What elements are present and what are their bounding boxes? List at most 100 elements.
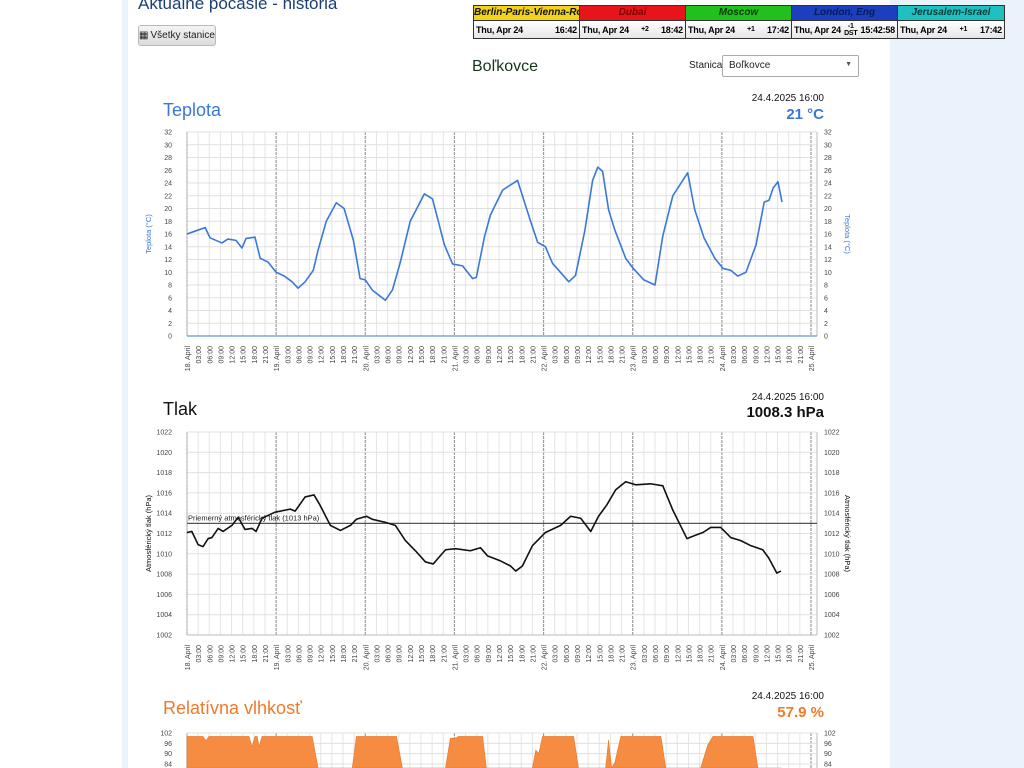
y-tick-label-right: 1018 — [824, 470, 840, 477]
y-tick-label-left: 20 — [164, 206, 172, 213]
x-tick-label: 09:00 — [664, 645, 671, 663]
clock-date: Thu, Apr 24 — [688, 24, 735, 35]
x-tick-label: 09:00 — [664, 346, 671, 364]
clock-date: Thu, Apr 24 — [794, 24, 841, 35]
y-tick-label-left: 1018 — [156, 470, 172, 477]
x-tick-label: 18. April — [185, 346, 192, 372]
y-tick-label-left: 102 — [160, 731, 172, 738]
x-tick-label: 21:00 — [352, 645, 359, 663]
y-tick-label-left: 1004 — [156, 612, 172, 619]
clock-1: Dubai Thu, Apr 24 +2 18:42 — [580, 6, 686, 38]
x-tick-label: 18:00 — [519, 346, 526, 364]
y-tick-label-right: 10 — [824, 270, 832, 277]
y-tick-label-right: 1010 — [824, 551, 840, 558]
table-icon: ▦ — [139, 30, 149, 41]
humidity-title: Relatívna vlhkosť — [163, 698, 302, 718]
station-select-value: Boľkovce — [729, 60, 771, 71]
clock-offset: -1 — [847, 22, 854, 30]
y-tick-label-left: 6 — [168, 295, 172, 302]
x-tick-label: 06:00 — [207, 645, 214, 663]
y-tick-label-right: 1008 — [824, 572, 840, 579]
y-tick-label-left: 90 — [164, 751, 172, 758]
x-tick-label: 15:00 — [419, 346, 426, 364]
x-tick-label: 24. April — [720, 346, 727, 372]
x-tick-label: 06:00 — [386, 645, 393, 663]
all-stations-button[interactable]: ▦ Všetky stanice — [138, 25, 216, 46]
x-tick-label: 18:00 — [341, 645, 348, 663]
y-tick-label-left: 1008 — [156, 572, 172, 579]
clock-offset-group: +1 — [746, 26, 756, 33]
x-tick-label: 21:00 — [709, 645, 716, 663]
temperature-line — [186, 166, 783, 302]
x-tick-label: 20. April — [363, 346, 370, 372]
clock-date: Thu, Apr 24 — [582, 24, 629, 35]
y-tick-label-left: 84 — [164, 762, 172, 768]
clock-time-row: Thu, Apr 24 +1 17:42 — [686, 21, 791, 38]
clock-city: Jerusalem-Israel — [898, 6, 1004, 21]
y-tick-label-right: 2 — [824, 321, 828, 328]
page-background-right — [890, 0, 1024, 768]
x-tick-label: 12:00 — [764, 645, 771, 663]
y-tick-label-right: 30 — [824, 142, 832, 149]
clock-date: Thu, Apr 24 — [900, 24, 947, 35]
y-tick-label-left: 24 — [164, 181, 172, 188]
all-stations-label: Všetky stanice — [150, 30, 215, 41]
x-tick-label: 15:00 — [597, 645, 604, 663]
pressure-line — [186, 480, 782, 574]
x-tick-label: 21:00 — [263, 346, 270, 364]
temperature-date: 24.4.2025 16:00 — [751, 93, 824, 104]
clock-offset: +1 — [959, 26, 968, 33]
x-tick-label: 15:00 — [241, 645, 248, 663]
clock-city: London, Eng — [792, 6, 897, 21]
x-tick-label: 12:00 — [408, 645, 415, 663]
x-tick-label: 09:00 — [397, 645, 404, 663]
clock-time-row: Thu, Apr 24 16:42 — [474, 21, 579, 38]
x-tick-label: 21:00 — [620, 645, 627, 663]
x-tick-label: 03:00 — [285, 645, 292, 663]
x-tick-label: 21:00 — [441, 645, 448, 663]
y-tick-label-left: 1016 — [156, 490, 172, 497]
x-tick-label: 18:00 — [608, 346, 615, 364]
station-select-label: Stanica: — [689, 60, 726, 71]
pressure-value: 1008.3 hPa — [746, 404, 824, 421]
x-tick-label: 18:00 — [252, 645, 259, 663]
x-tick-label: 09:00 — [397, 346, 404, 364]
temperature-title: Teplota — [163, 100, 222, 120]
y-tick-label-left: 1014 — [156, 511, 172, 518]
station-select[interactable]: Boľkovce ▼ — [722, 55, 859, 77]
x-tick-label: 09:00 — [753, 645, 760, 663]
x-tick-label: 09:00 — [486, 645, 493, 663]
x-tick-label: 06:00 — [564, 346, 571, 364]
y-tick-label-right: 1016 — [824, 490, 840, 497]
chevron-down-icon: ▼ — [845, 61, 852, 68]
x-tick-label: 22. April — [542, 346, 549, 372]
x-tick-label: 06:00 — [742, 346, 749, 364]
x-tick-label: 09:00 — [486, 346, 493, 364]
y-tick-label-right: 0 — [824, 334, 828, 341]
x-tick-label: 06:00 — [564, 645, 571, 663]
x-tick-label: 09:00 — [218, 346, 225, 364]
x-tick-label: 21:00 — [441, 346, 448, 364]
x-tick-label: 23. April — [631, 645, 638, 671]
clock-0: Berlin-Paris-Vienna-Roma Thu, Apr 24 16:… — [474, 6, 580, 38]
x-tick-label: 18:00 — [787, 346, 794, 364]
x-tick-label: 15:00 — [330, 645, 337, 663]
x-tick-label: 23. April — [631, 346, 638, 372]
y-tick-label-right: 12 — [824, 257, 832, 264]
clock-offset-group: -1 DST — [844, 22, 858, 37]
x-tick-label: 18:00 — [430, 346, 437, 364]
y-tick-label-right: 1006 — [824, 592, 840, 599]
y-tick-label-right: 14 — [824, 244, 832, 251]
y-tick-label-right: 18 — [824, 219, 832, 226]
clock-time-row: Thu, Apr 24 +2 18:42 — [580, 21, 685, 38]
clock-time: 16:42 — [554, 24, 577, 35]
clock-city: Dubai — [580, 6, 685, 21]
clock-time-row: Thu, Apr 24 +1 17:42 — [898, 21, 1004, 38]
x-tick-label: 03:00 — [642, 645, 649, 663]
y-tick-label-right: 84 — [824, 762, 832, 768]
chart-1: 1022 1022 1020 1020 1018 1018 1016 1016 1014 1014… — [144, 430, 852, 671]
humidity-area — [186, 736, 782, 768]
y-tick-label-left: 1020 — [156, 450, 172, 457]
clock-date: Thu, Apr 24 — [476, 24, 523, 35]
humidity-value: 57.9 % — [777, 704, 824, 721]
